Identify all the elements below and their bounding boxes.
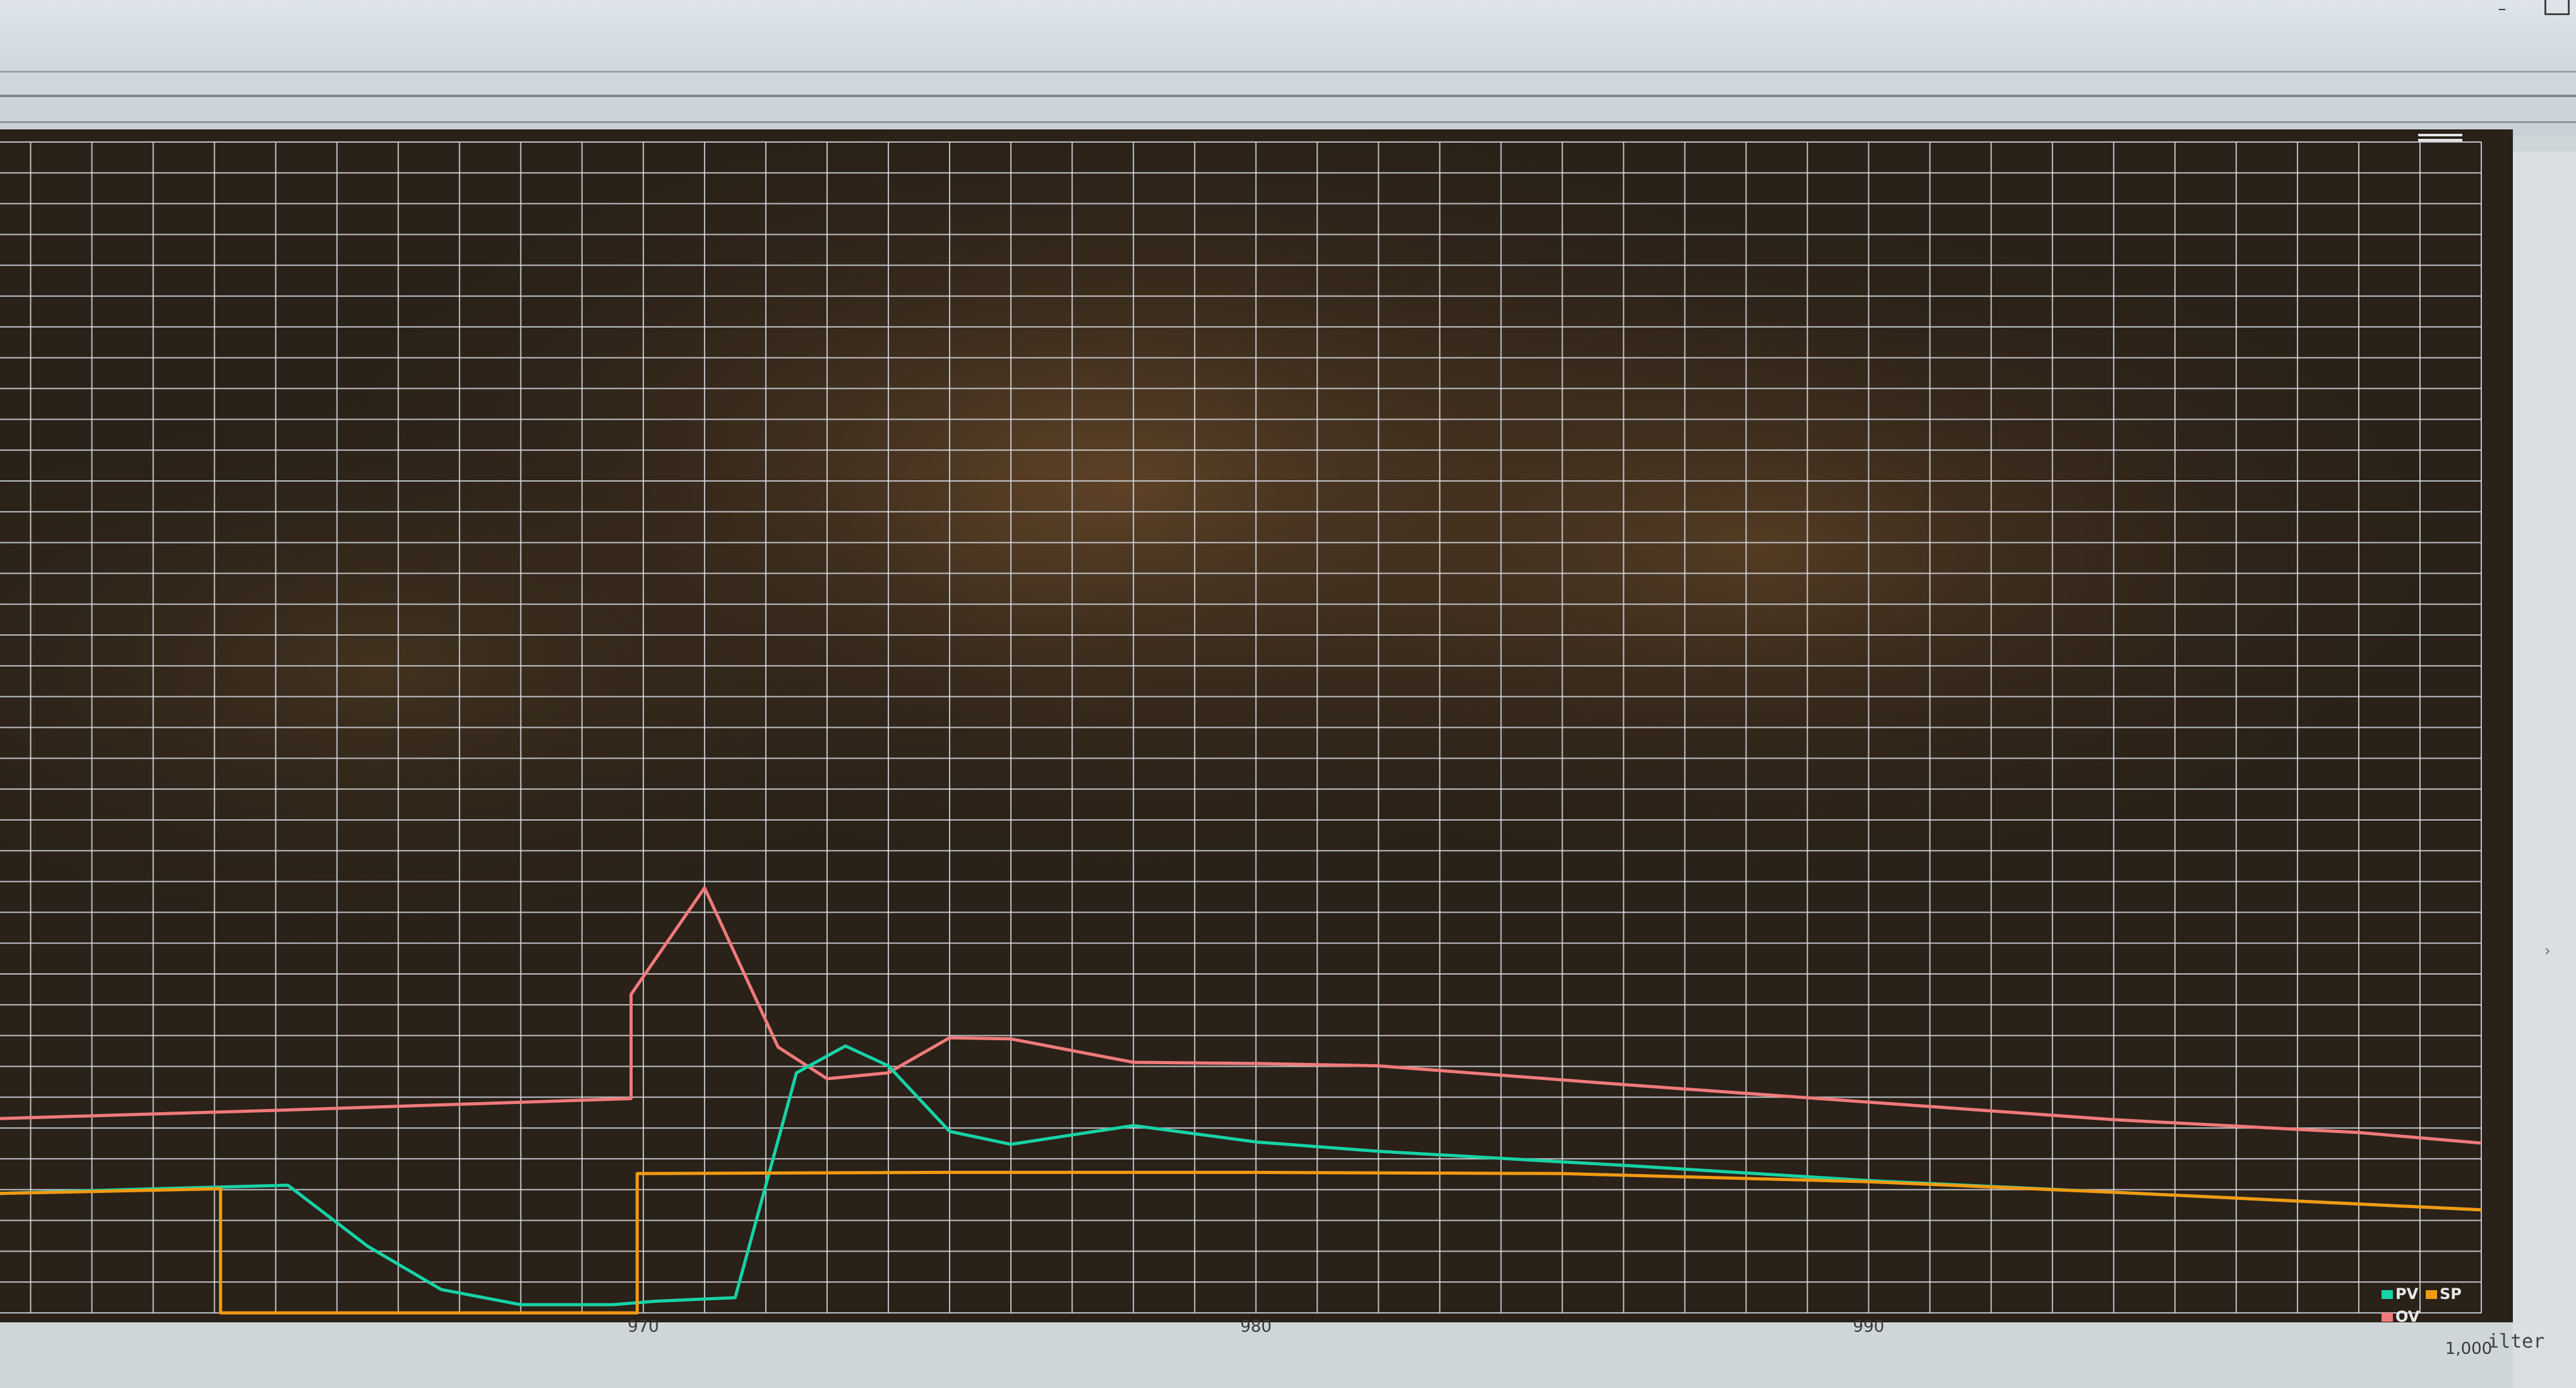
right-panel-edge: [2513, 151, 2576, 1388]
toolbar-divider: [0, 95, 2576, 97]
trend-chart: 970 980 990 1,000: [0, 129, 2576, 1388]
grid-lines: [0, 141, 2482, 1314]
series-line-pv: [0, 1044, 2482, 1307]
series-line-sp: [0, 1170, 2482, 1315]
hamburger-menu-icon[interactable]: [2418, 134, 2462, 143]
toolbar-divider: [0, 71, 2576, 73]
filter-label[interactable]: ilter: [2488, 1331, 2545, 1353]
window-title-bar: –: [0, 0, 2576, 136]
legend-swatch-pv: [2382, 1290, 2393, 1299]
legend-label-ov: OV: [2395, 1308, 2420, 1326]
legend-swatch-ov: [2382, 1313, 2393, 1322]
legend-swatch-sp: [2426, 1290, 2437, 1299]
maximize-icon[interactable]: [2544, 0, 2570, 15]
x-axis-ticks: 970 980 990 1,000: [628, 1317, 2492, 1358]
chart-svg: 970 980 990 1,000: [0, 129, 2513, 1358]
x-tick-label: 1,000: [2445, 1339, 2492, 1358]
toolbar-divider: [0, 121, 2576, 123]
chevron-right-icon[interactable]: ›: [2544, 942, 2551, 959]
x-tick-label: 980: [1240, 1317, 1272, 1336]
legend-item-ov: OV: [2382, 1308, 2419, 1326]
series-lines: [0, 886, 2482, 1315]
legend-label-pv: PV: [2395, 1285, 2419, 1303]
legend-item-sp: SP: [2426, 1285, 2462, 1303]
legend-label-sp: SP: [2440, 1285, 2462, 1303]
x-tick-label: 990: [1853, 1317, 1885, 1336]
x-tick-label: 970: [628, 1317, 659, 1336]
minimize-icon[interactable]: –: [2498, 0, 2507, 18]
series-line-ov: [0, 886, 2482, 1145]
legend-item-pv: PV: [2382, 1285, 2418, 1303]
